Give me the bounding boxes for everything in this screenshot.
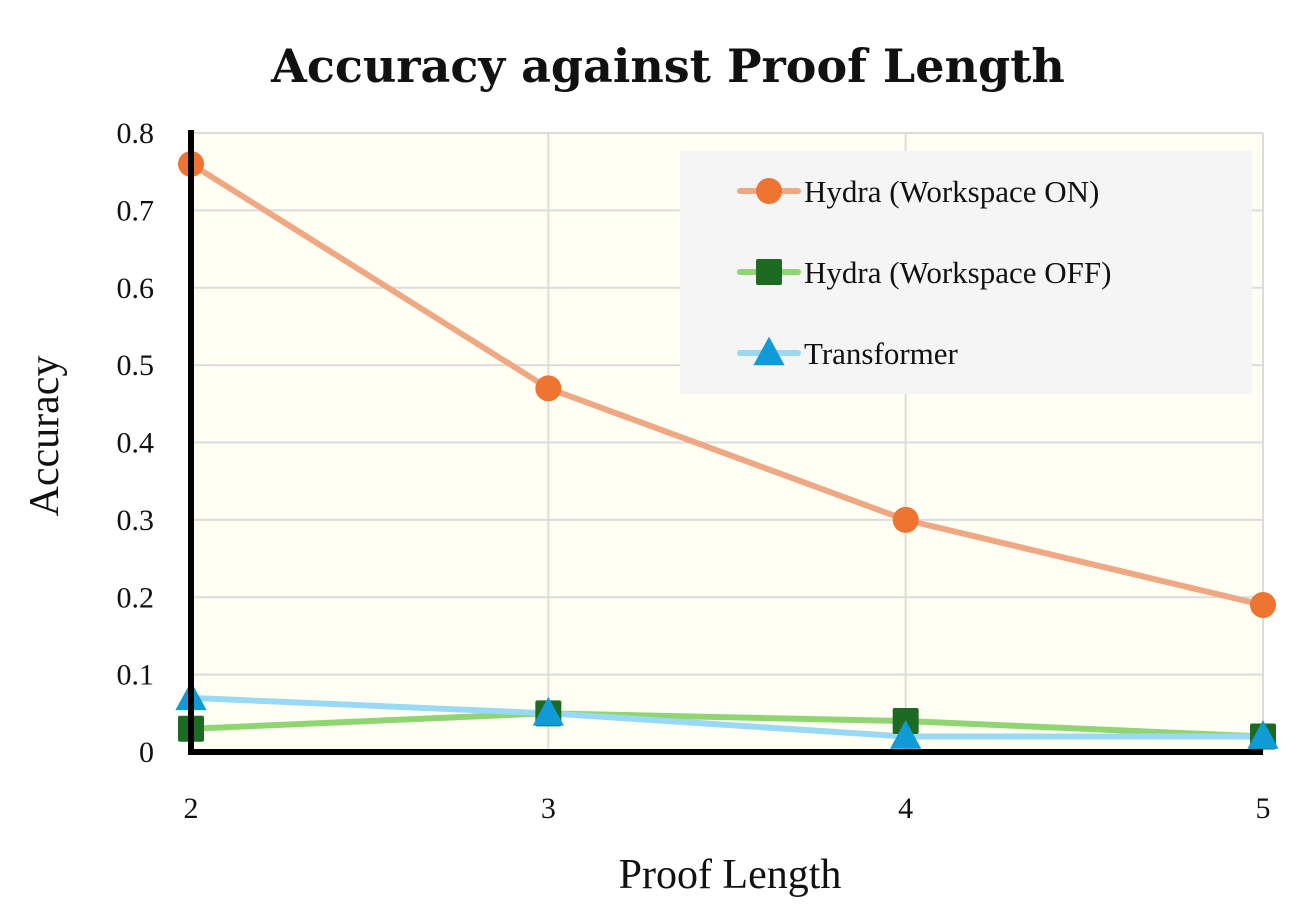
x-tick-label: 3 (541, 792, 556, 825)
y-tick-label: 0.7 (117, 194, 155, 227)
y-axis-label: Accuracy (22, 356, 68, 517)
y-tick-label: 0.8 (117, 117, 155, 150)
y-tick-labels: 0 0.1 0.2 0.3 0.4 0.5 0.6 0.7 0.8 (117, 117, 155, 769)
series-line-3 (188, 694, 1266, 740)
data-point-series-1 (892, 506, 919, 533)
y-tick-label: 0.4 (117, 427, 155, 460)
chart-title: Accuracy against Proof Length (270, 39, 1065, 93)
legend-entry: Hydra (Workspace OFF) (737, 255, 1111, 290)
legend-label: Hydra (Workspace OFF) (804, 255, 1111, 290)
legend-marker (753, 336, 785, 366)
y-tick-label: 0 (139, 736, 154, 769)
legend-label: Transformer (804, 336, 959, 371)
x-tick-label: 4 (898, 792, 913, 825)
x-tick-labels: 2 3 4 5 (184, 792, 1271, 825)
y-tick-label: 0.5 (117, 349, 155, 382)
series-line-2 (188, 710, 1266, 740)
data-point-series-1 (535, 375, 562, 402)
y-tick-label: 0.6 (117, 272, 155, 305)
legend-entry: Hydra (Workspace ON) (737, 174, 1099, 209)
legend-marker (756, 259, 782, 285)
series-line-1 (188, 160, 1266, 608)
data-point-series-3 (532, 696, 564, 726)
series-lines (188, 160, 1266, 740)
data-point-series-1 (1250, 591, 1276, 618)
legend-entry: Transformer (737, 336, 959, 371)
x-tick-label: 2 (184, 792, 199, 825)
data-point-series-3 (1247, 720, 1279, 749)
x-tick-label: 5 (1256, 792, 1271, 825)
legend-label: Hydra (Workspace ON) (804, 174, 1099, 209)
series-markers (175, 150, 1279, 750)
y-tick-label: 0.1 (117, 659, 155, 692)
x-axis-label: Proof Length (619, 852, 842, 898)
legend: Hydra (Workspace ON) Hydra (Workspace OFF… (680, 151, 1252, 394)
data-point-series-3 (890, 720, 922, 749)
y-tick-label: 0.3 (117, 504, 155, 537)
y-tick-label: 0.2 (117, 581, 155, 614)
legend-marker (756, 178, 782, 204)
series-layer (175, 150, 1279, 750)
